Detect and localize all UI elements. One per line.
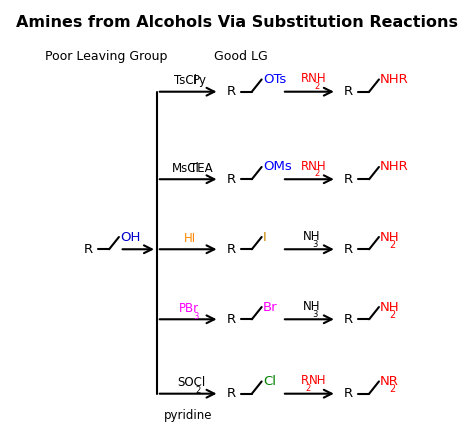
Text: R: R <box>344 85 353 98</box>
Text: Good LG: Good LG <box>214 50 267 63</box>
Text: NH: NH <box>380 231 400 244</box>
Text: TsCl: TsCl <box>174 74 197 87</box>
Text: R: R <box>344 243 353 256</box>
Text: Amines from Alcohols Via Substitution Reactions: Amines from Alcohols Via Substitution Re… <box>16 15 458 30</box>
Text: NH: NH <box>380 301 400 314</box>
Text: OH: OH <box>120 231 141 244</box>
Text: HI: HI <box>183 232 196 245</box>
Text: TEA: TEA <box>191 162 213 175</box>
Text: R: R <box>344 387 353 400</box>
Text: NR: NR <box>380 375 399 388</box>
Text: MsCl: MsCl <box>172 162 200 175</box>
Text: 2: 2 <box>305 384 310 393</box>
Text: 2: 2 <box>196 386 201 395</box>
Text: R: R <box>227 243 236 256</box>
Text: Br: Br <box>263 301 277 314</box>
Text: R: R <box>227 387 236 400</box>
Text: NH: NH <box>309 374 326 387</box>
Text: R: R <box>227 173 236 186</box>
Text: R: R <box>84 243 93 256</box>
Text: Poor Leaving Group: Poor Leaving Group <box>46 50 168 63</box>
Text: I: I <box>263 231 266 244</box>
Text: 2: 2 <box>390 310 396 320</box>
Text: Cl: Cl <box>263 375 276 388</box>
Text: R: R <box>344 313 353 326</box>
Text: SOCl: SOCl <box>177 376 205 389</box>
Text: Py: Py <box>193 74 207 87</box>
Text: OMs: OMs <box>263 161 292 173</box>
Text: OTs: OTs <box>263 73 286 86</box>
Text: R: R <box>227 313 236 326</box>
Text: R: R <box>301 374 309 387</box>
Text: RNH: RNH <box>301 160 326 173</box>
Text: 3: 3 <box>312 310 318 318</box>
Text: NH: NH <box>303 300 320 313</box>
Text: RNH: RNH <box>301 72 326 85</box>
Text: PBr: PBr <box>179 302 200 315</box>
Text: 2: 2 <box>315 82 320 91</box>
Text: 3: 3 <box>312 240 318 248</box>
Text: 2: 2 <box>390 240 396 250</box>
Text: 2: 2 <box>315 169 320 178</box>
Text: NHR: NHR <box>380 161 409 173</box>
Text: 3: 3 <box>193 312 199 321</box>
Text: 2: 2 <box>390 384 396 394</box>
Text: NHR: NHR <box>380 73 409 86</box>
Text: R: R <box>227 85 236 98</box>
Text: R: R <box>344 173 353 186</box>
Text: pyridine: pyridine <box>164 409 212 422</box>
Text: NH: NH <box>303 230 320 243</box>
